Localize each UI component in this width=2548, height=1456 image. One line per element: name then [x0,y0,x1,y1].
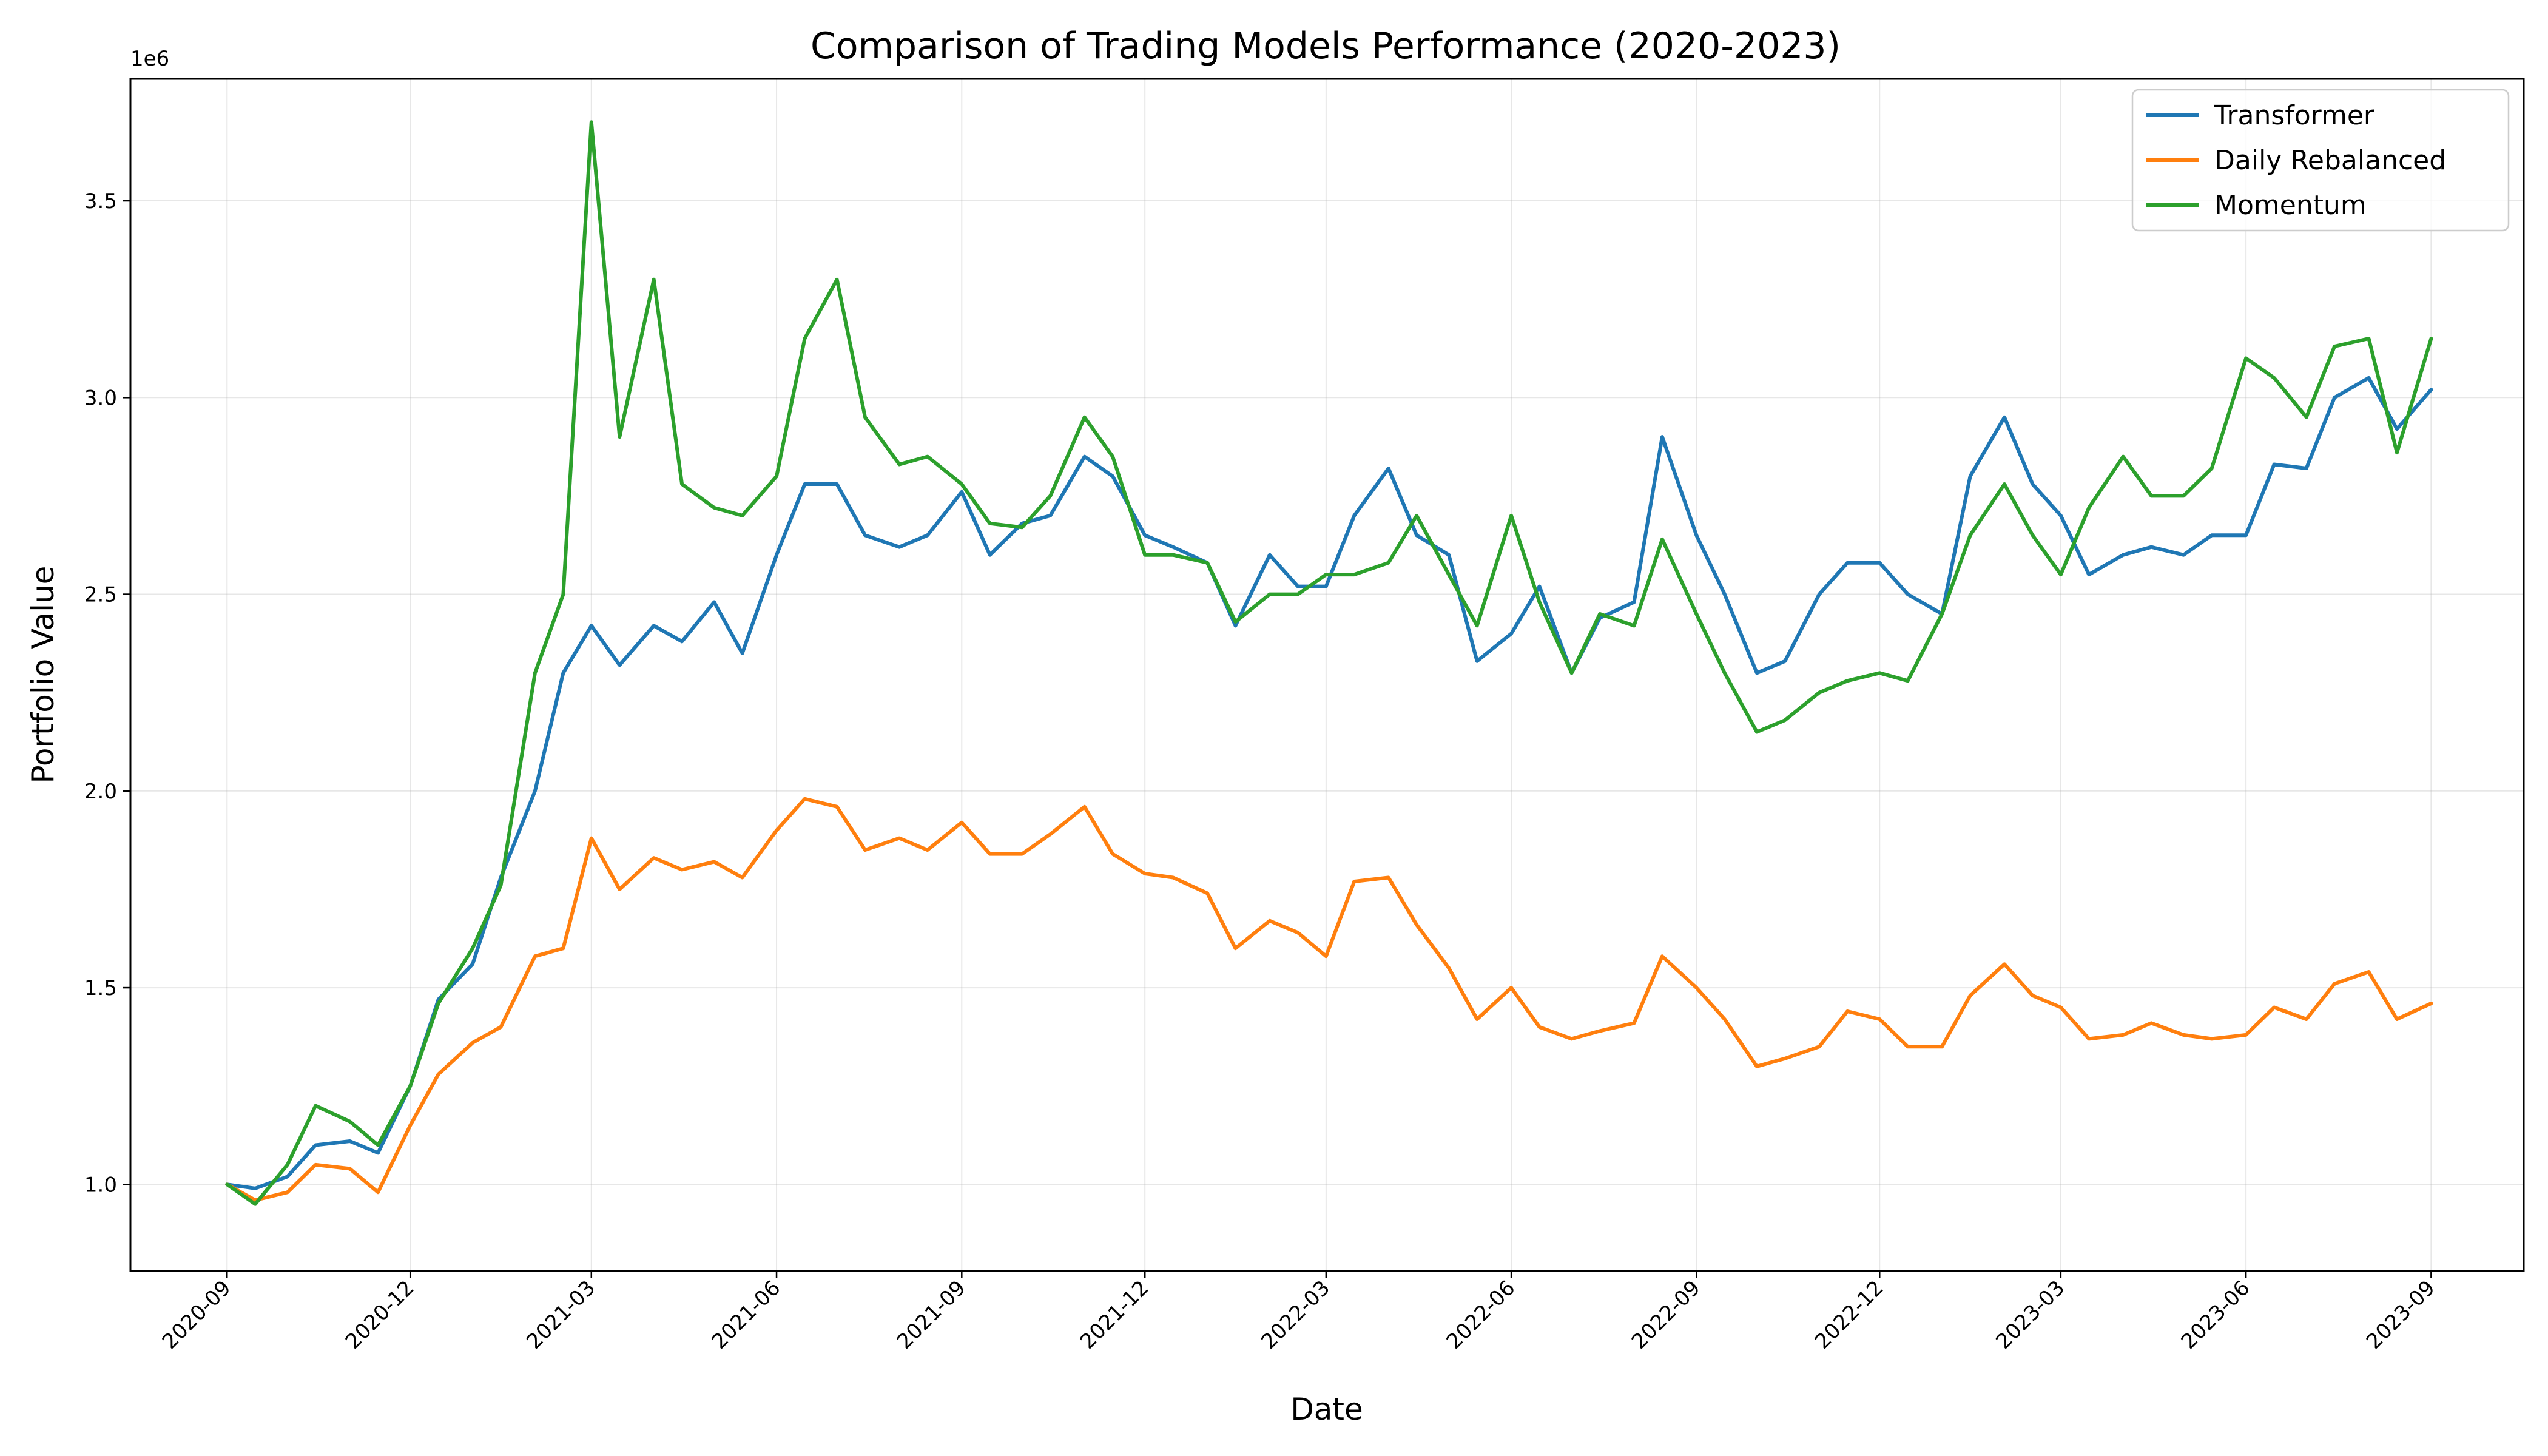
legend-label: Daily Rebalanced [2214,145,2446,176]
legend: Transformer Daily Rebalanced Momentum [2131,89,2510,232]
y-tick-label: 3.0 [84,386,117,410]
series-line-transformer [225,376,2433,1190]
y-offset-label: 1e6 [130,47,169,71]
series-line-daily-rebalanced [225,797,2433,1202]
legend-label: Transformer [2214,100,2375,131]
y-tick-label: 1.5 [84,976,117,1000]
legend-box [2131,89,2510,232]
y-tick-label: 2.0 [84,780,117,804]
legend-label: Momentum [2214,190,2367,221]
x-axis-title: Date [1290,1392,1363,1427]
y-tick-label: 3.5 [84,189,117,214]
plot-area-frame [129,78,2525,1272]
series-line-momentum [225,120,2433,1206]
y-tick-label: 1.0 [84,1173,117,1197]
grid [130,79,2524,1271]
y-axis-title: Portfolio Value [25,566,61,784]
chart-title: Comparison of Trading Models Performance… [811,25,1841,67]
y-axis-ticks: 1.0 1.5 2.0 2.5 3.0 3.5 [84,189,130,1197]
series-lines [225,120,2433,1206]
y-tick-label: 2.5 [84,583,117,607]
